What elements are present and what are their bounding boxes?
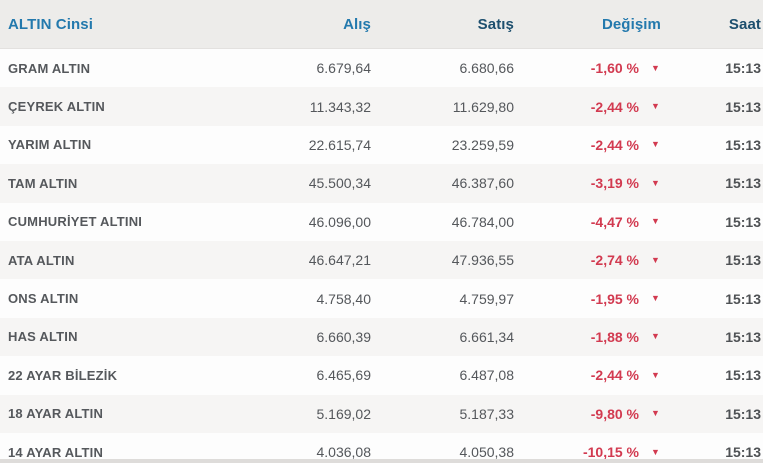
change-cell: -1,60 % ▼ [514, 60, 667, 76]
update-time: 15:13 [725, 367, 761, 384]
gold-type-label: ATA ALTIN [8, 252, 75, 268]
down-arrow-icon: ▼ [651, 369, 660, 380]
update-time: 15:13 [725, 405, 761, 422]
gold-type-label: YARIM ALTIN [8, 137, 92, 153]
table-row: 14 AYAR ALTIN 4.036,08 4.050,38 -10,15 %… [0, 432, 763, 463]
change-percent: -2,44 % [590, 136, 639, 153]
change-percent: -4,47 % [590, 213, 639, 230]
sell-price: 4.759,97 [459, 290, 515, 307]
update-time: 15:13 [725, 98, 761, 115]
down-arrow-icon: ▼ [651, 177, 660, 188]
sell-price: 11.629,80 [452, 98, 514, 115]
gold-type-label: 14 AYAR ALTIN [8, 444, 104, 460]
down-arrow-icon: ▼ [651, 139, 660, 150]
change-percent: -1,88 % [590, 328, 639, 345]
gold-type-label: TAM ALTIN [8, 175, 78, 191]
change-cell: -2,44 % ▼ [514, 137, 667, 153]
table-row: GRAM ALTIN 6.679,64 6.680,66 -1,60 % ▼ 1… [0, 49, 763, 88]
table-row: ATA ALTIN 46.647,21 47.936,55 -2,74 % ▼ … [0, 240, 763, 280]
update-time: 15:13 [725, 444, 761, 461]
table-row: 18 AYAR ALTIN 5.169,02 5.187,33 -9,80 % … [0, 394, 763, 433]
table-row: ÇEYREK ALTIN 11.343,32 11.629,80 -2,44 %… [0, 87, 763, 126]
update-time: 15:13 [725, 290, 761, 307]
buy-price: 22.615,74 [308, 136, 371, 153]
gold-type-label: GRAM ALTIN [8, 60, 91, 76]
change-cell: -2,74 % ▼ [514, 252, 667, 268]
down-arrow-icon: ▼ [651, 408, 660, 419]
buy-price: 4.036,08 [316, 444, 372, 461]
change-cell: -1,95 % ▼ [514, 291, 667, 307]
change-percent: -9,80 % [590, 405, 639, 422]
table-header: ALTIN Cinsi Alış Satış Değişim Saat [0, 0, 763, 49]
change-percent: -3,19 % [590, 175, 639, 192]
sell-price: 5.187,33 [459, 405, 515, 422]
table-body: GRAM ALTIN 6.679,64 6.680,66 -1,60 % ▼ 1… [0, 49, 763, 463]
buy-price: 4.758,40 [316, 290, 372, 307]
buy-price: 6.465,69 [316, 367, 372, 384]
sell-price: 6.487,08 [459, 367, 515, 384]
update-time: 15:13 [725, 175, 761, 192]
change-cell: -2,44 % ▼ [514, 99, 667, 115]
down-arrow-icon: ▼ [651, 101, 660, 112]
table-row: CUMHURİYET ALTINI 46.096,00 46.784,00 -4… [0, 202, 763, 241]
down-arrow-icon: ▼ [651, 446, 660, 457]
table-row: HAS ALTIN 6.660,39 6.661,34 -1,88 % ▼ 15… [0, 317, 763, 357]
update-time: 15:13 [725, 60, 761, 77]
table-row: 22 AYAR BİLEZİK 6.465,69 6.487,08 -2,44 … [0, 356, 763, 395]
column-header-buy[interactable]: Alış [343, 15, 371, 33]
buy-price: 6.679,64 [316, 60, 372, 77]
gold-type-label: ONS ALTIN [8, 291, 79, 307]
sell-price: 4.050,38 [459, 444, 515, 461]
change-cell: -1,88 % ▼ [514, 329, 667, 345]
sell-price: 6.680,66 [459, 60, 515, 77]
change-percent: -2,44 % [590, 98, 639, 115]
update-time: 15:13 [725, 213, 761, 230]
update-time: 15:13 [725, 252, 761, 269]
update-time: 15:13 [725, 328, 761, 345]
sell-price: 23.259,59 [451, 136, 514, 153]
buy-price: 46.096,00 [308, 213, 371, 230]
column-header-name[interactable]: ALTIN Cinsi [8, 15, 93, 33]
update-time: 15:13 [725, 136, 761, 153]
change-cell: -4,47 % ▼ [514, 214, 667, 230]
change-cell: -10,15 % ▼ [514, 444, 667, 460]
table-row: TAM ALTIN 45.500,34 46.387,60 -3,19 % ▼ … [0, 164, 763, 203]
table-row: YARIM ALTIN 22.615,74 23.259,59 -2,44 % … [0, 125, 763, 165]
sell-price: 46.784,00 [451, 213, 514, 230]
down-arrow-icon: ▼ [651, 331, 660, 342]
column-header-sell[interactable]: Satış [477, 15, 514, 33]
gold-type-label: 18 AYAR ALTIN [8, 406, 104, 422]
column-header-time[interactable]: Saat [728, 15, 761, 33]
gold-type-label: 22 AYAR BİLEZİK [8, 367, 118, 383]
buy-price: 11.343,32 [309, 98, 371, 115]
buy-price: 45.500,34 [308, 175, 371, 192]
buy-price: 5.169,02 [316, 405, 372, 422]
change-cell: -9,80 % ▼ [514, 406, 667, 422]
change-percent: -2,44 % [590, 367, 639, 384]
sell-price: 6.661,34 [459, 328, 515, 345]
gold-type-label: ÇEYREK ALTIN [8, 99, 106, 115]
gold-type-label: CUMHURİYET ALTINI [8, 214, 143, 230]
right-gutter [763, 0, 770, 463]
buy-price: 46.647,21 [308, 252, 371, 269]
sell-price: 47.936,55 [451, 252, 514, 269]
cutoff-next-section [0, 459, 763, 463]
down-arrow-icon: ▼ [651, 254, 660, 265]
change-percent: -1,95 % [590, 290, 639, 307]
column-header-change[interactable]: Değişim [601, 15, 661, 33]
sell-price: 46.387,60 [451, 175, 514, 192]
change-percent: -10,15 % [582, 444, 639, 461]
change-percent: -2,74 % [590, 252, 639, 269]
down-arrow-icon: ▼ [651, 62, 660, 73]
change-cell: -3,19 % ▼ [514, 175, 667, 191]
gold-type-label: HAS ALTIN [8, 329, 78, 345]
table-row: ONS ALTIN 4.758,40 4.759,97 -1,95 % ▼ 15… [0, 279, 763, 318]
change-cell: -2,44 % ▼ [514, 367, 667, 383]
down-arrow-icon: ▼ [651, 216, 660, 227]
buy-price: 6.660,39 [316, 328, 372, 345]
change-percent: -1,60 % [590, 60, 639, 77]
down-arrow-icon: ▼ [651, 293, 660, 304]
